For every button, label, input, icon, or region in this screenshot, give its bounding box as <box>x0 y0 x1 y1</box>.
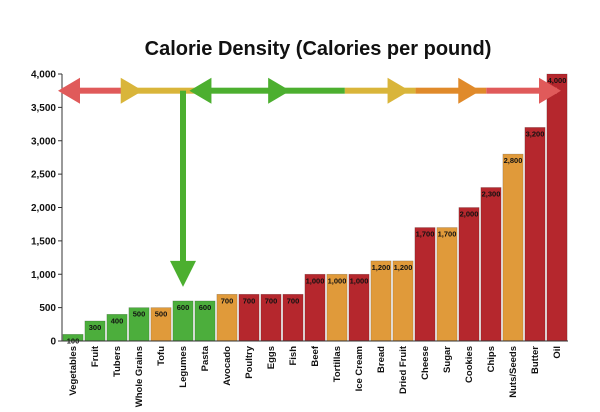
data-label: 700 <box>243 296 256 305</box>
data-label: 2,300 <box>482 189 501 198</box>
x-tick-label: Dried Fruit <box>398 345 409 394</box>
bars <box>62 73 568 342</box>
arrow-shaft-segment <box>132 87 204 94</box>
arrow-shaft-segment <box>62 87 133 94</box>
arrow-head <box>458 77 481 104</box>
vertical-arrow-head <box>170 260 196 287</box>
arrow-head <box>539 77 561 104</box>
data-label: 600 <box>177 303 190 312</box>
x-tick-label: Sugar <box>442 346 453 373</box>
data-label: 2,000 <box>460 210 479 219</box>
arrow-head <box>120 77 143 104</box>
data-label: 500 <box>133 310 146 319</box>
x-tick-label: Ice Cream <box>354 346 365 391</box>
bar <box>392 260 414 342</box>
arrow-shaft-segment <box>344 87 416 94</box>
data-label: 1,200 <box>372 263 391 272</box>
x-tick-label: Whole Grains <box>134 346 145 407</box>
data-label: 4,000 <box>548 76 567 85</box>
x-tick-label: Bread <box>376 346 387 373</box>
bar <box>524 127 546 342</box>
arrow-shaft-segment <box>203 87 275 94</box>
x-tick-label: Beef <box>310 345 321 366</box>
x-tick-label: Cookies <box>464 346 475 383</box>
x-tick-label: Pasta <box>200 345 211 371</box>
x-tick-label: Poultry <box>244 345 255 378</box>
x-tick-label: Avocado <box>222 346 233 386</box>
data-label: 2,800 <box>504 156 523 165</box>
x-tick-label: Fruit <box>90 345 101 367</box>
y-tick-label: 1,500 <box>31 236 56 247</box>
data-label: 700 <box>287 296 300 305</box>
x-tick-label: Legumes <box>178 346 189 388</box>
chart-title: Calorie Density (Calories per pound) <box>145 38 492 60</box>
data-label: 700 <box>221 296 234 305</box>
y-tick-label: 500 <box>39 303 56 314</box>
x-tick-label: Fish <box>288 346 299 366</box>
annotation-arrows <box>58 77 561 287</box>
data-label: 1,700 <box>416 230 435 239</box>
data-label: 1,200 <box>394 263 413 272</box>
y-tick-label: 3,500 <box>31 103 56 114</box>
x-tick-label: Eggs <box>266 346 277 369</box>
y-tick-label: 1,000 <box>31 270 56 281</box>
bar <box>480 187 502 342</box>
y-tick-label: 4,000 <box>31 70 56 81</box>
x-tick-label: Nuts/Seeds <box>508 346 519 398</box>
y-axis: 0 500 1,000 1,500 2,000 2,500 3,000 3,500 4,000 <box>31 70 63 348</box>
bar <box>546 73 568 342</box>
data-label: 500 <box>155 310 168 319</box>
y-tick-label: 3,000 <box>31 136 56 147</box>
y-tick-label: 2,500 <box>31 170 56 181</box>
data-label: 300 <box>89 323 102 332</box>
data-label: 1,000 <box>328 276 347 285</box>
vertical-arrow-shaft <box>180 90 186 263</box>
data-label: 700 <box>265 296 278 305</box>
bar <box>458 207 480 342</box>
x-tick-label: Tofu <box>156 346 167 366</box>
x-axis: Vegetables Fruit Tubers Whole Grains Tofu Leg… <box>62 340 568 407</box>
data-label: 600 <box>199 303 212 312</box>
x-tick-label: Tubers <box>112 346 123 377</box>
arrow-head <box>268 77 291 104</box>
data-label: 1,000 <box>350 276 369 285</box>
arrow-shaft-segment <box>274 87 345 94</box>
arrow-head <box>58 77 80 104</box>
arrow-shaft-segment <box>415 87 487 94</box>
arrow-shaft-segment <box>486 87 557 94</box>
arrow-head <box>387 77 410 104</box>
data-label: 3,200 <box>526 129 545 138</box>
y-tick-label: 0 <box>50 337 56 348</box>
x-tick-label: Cheese <box>420 346 431 380</box>
x-tick-label: Vegetables <box>68 346 79 396</box>
bar <box>502 153 524 342</box>
bar <box>414 227 436 342</box>
x-tick-label: Butter <box>530 346 541 374</box>
data-label: 1,700 <box>438 230 457 239</box>
data-label: 1,000 <box>306 276 325 285</box>
x-tick-label: Chips <box>486 346 497 372</box>
arrow-head <box>189 77 212 104</box>
y-tick-label: 2,000 <box>31 203 56 214</box>
data-label: 400 <box>111 316 124 325</box>
bar <box>436 227 458 342</box>
x-tick-label: Oil <box>552 346 563 359</box>
bar <box>370 260 392 342</box>
x-tick-label: Tortillas <box>332 346 343 382</box>
